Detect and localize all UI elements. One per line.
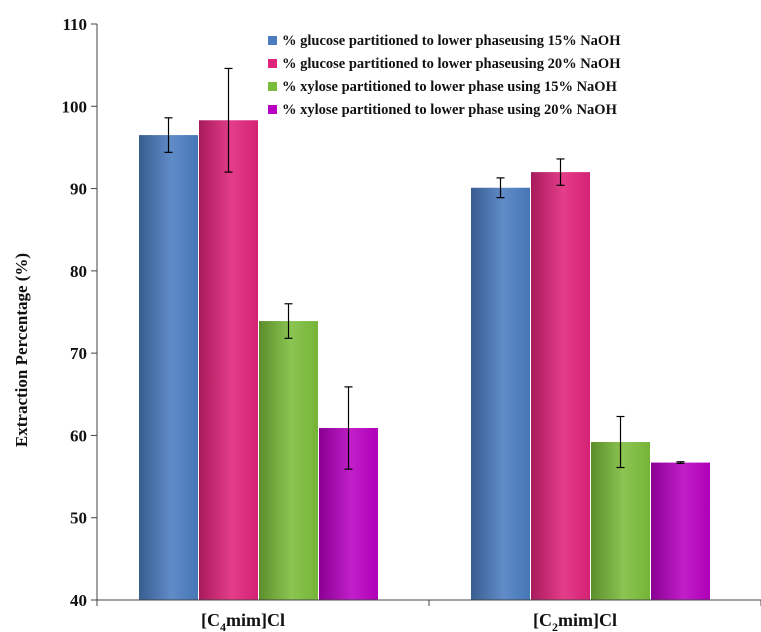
y-axis-label: Extraction Percentage (%): [12, 253, 31, 447]
plot-area: [139, 67, 710, 601]
x-tick-label: [C2mim]Cl: [533, 610, 617, 632]
y-tick-label: 70: [70, 344, 87, 363]
legend-label: % glucose partitioned to lower phaseusin…: [282, 33, 621, 49]
x-axis: [C4mim]Cl [C2mim]Cl: [96, 599, 761, 632]
legend: % glucose partitioned to lower phaseusin…: [268, 33, 621, 118]
bar: [591, 442, 650, 600]
legend-swatch: [268, 36, 277, 45]
legend-swatch: [268, 105, 277, 114]
legend-swatch: [268, 59, 277, 68]
y-tick-label: 60: [70, 426, 87, 445]
y-axis: 40 50 60 70 80 90 100 110: [62, 15, 98, 610]
y-tick-label: 100: [62, 97, 88, 116]
legend-swatch: [268, 82, 277, 91]
y-tick-label: 40: [70, 591, 87, 610]
bar: [471, 187, 530, 600]
y-tick-label: 80: [70, 262, 87, 281]
y-tick-label: 90: [70, 180, 87, 199]
y-tick-label: 110: [62, 15, 87, 34]
y-tick-label: 50: [70, 509, 87, 528]
bar: [531, 172, 590, 600]
bar: [651, 462, 710, 600]
x-tick-label: [C4mim]Cl: [201, 610, 285, 632]
bar: [259, 321, 318, 600]
bar: [139, 135, 198, 601]
bar: [199, 120, 258, 600]
legend-label: % xylose partitioned to lower phase usin…: [282, 102, 618, 118]
legend-label: % glucose partitioned to lower phaseusin…: [282, 56, 621, 72]
legend-label: % xylose partitioned to lower phase usin…: [282, 79, 618, 95]
